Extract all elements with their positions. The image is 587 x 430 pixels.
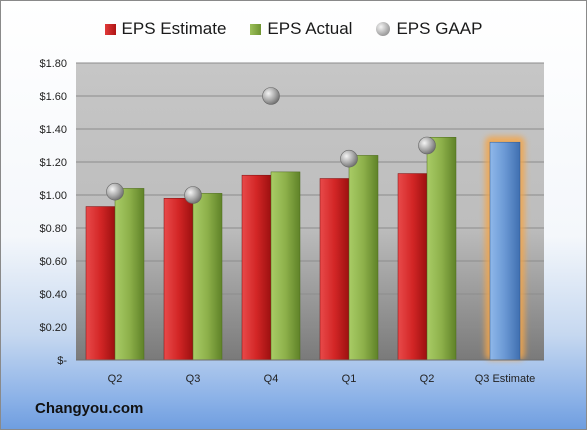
y-tick-label: $1.00 [39, 190, 67, 202]
gaap-marker [106, 182, 124, 201]
bar-eps-actual [348, 155, 379, 361]
legend-label-estimate: EPS Estimate [121, 19, 227, 38]
brand-label: Changyou.com [35, 400, 144, 417]
y-tick-label: $- [57, 355, 67, 367]
y-axis-ticks: $- $0.20 $0.40 $0.60 $0.80 $1.00 $1.20 $1.40 $1.… [39, 58, 67, 367]
gridlines [76, 62, 544, 328]
x-tick-label: Q3 Estimate [475, 373, 536, 385]
legend-item-estimate: EPS Estimate [104, 19, 227, 39]
bar-eps-estimate [241, 174, 272, 361]
bar-eps-estimate [163, 198, 194, 361]
y-tick-label: $0.60 [39, 256, 67, 268]
x-tick-label: Q4 [264, 373, 279, 385]
bars [85, 136, 525, 361]
legend-label-gaap: EPS GAAP [396, 19, 483, 38]
bar-eps-estimate [319, 178, 350, 361]
bar-eps-actual [114, 188, 145, 361]
x-tick-label: Q3 [186, 373, 201, 385]
y-tick-label: $0.20 [39, 322, 67, 334]
bar-eps-estimate [397, 173, 428, 361]
gaap-markers [106, 87, 436, 204]
gaap-marker [340, 149, 358, 168]
plot-area [76, 63, 544, 360]
legend-item-gaap: EPS GAAP [376, 19, 482, 39]
y-tick-label: $1.80 [39, 58, 67, 70]
x-tick-label: Q1 [342, 373, 357, 385]
gaap-marker [184, 186, 202, 204]
legend-swatch-estimate [104, 23, 116, 35]
legend-label-actual: EPS Actual [267, 19, 353, 38]
legend-swatch-gaap [376, 22, 391, 36]
gaap-marker [262, 87, 280, 105]
y-tick-label: $0.40 [39, 289, 67, 301]
y-tick-label: $0.80 [39, 223, 67, 235]
bar-eps-actual [270, 171, 301, 361]
x-axis-ticks: Q2 Q3 Q4 Q1 Q2 Q3 Estimate [108, 373, 536, 385]
x-tick-label: Q2 [420, 373, 435, 385]
gaap-marker [418, 136, 436, 155]
bar-eps-estimate [85, 206, 116, 361]
legend-item-actual: EPS Actual [250, 19, 352, 39]
bar-eps-actual [192, 193, 223, 361]
legend-swatch-actual [250, 23, 262, 35]
y-tick-label: $1.20 [39, 157, 67, 169]
bar-eps-actual [426, 137, 457, 361]
bar-projection [489, 141, 521, 361]
legend: EPS Estimate EPS Actual EPS GAAP [1, 19, 586, 39]
y-tick-label: $1.60 [39, 91, 67, 103]
y-tick-label: $1.40 [39, 124, 67, 136]
x-tick-label: Q2 [108, 373, 123, 385]
